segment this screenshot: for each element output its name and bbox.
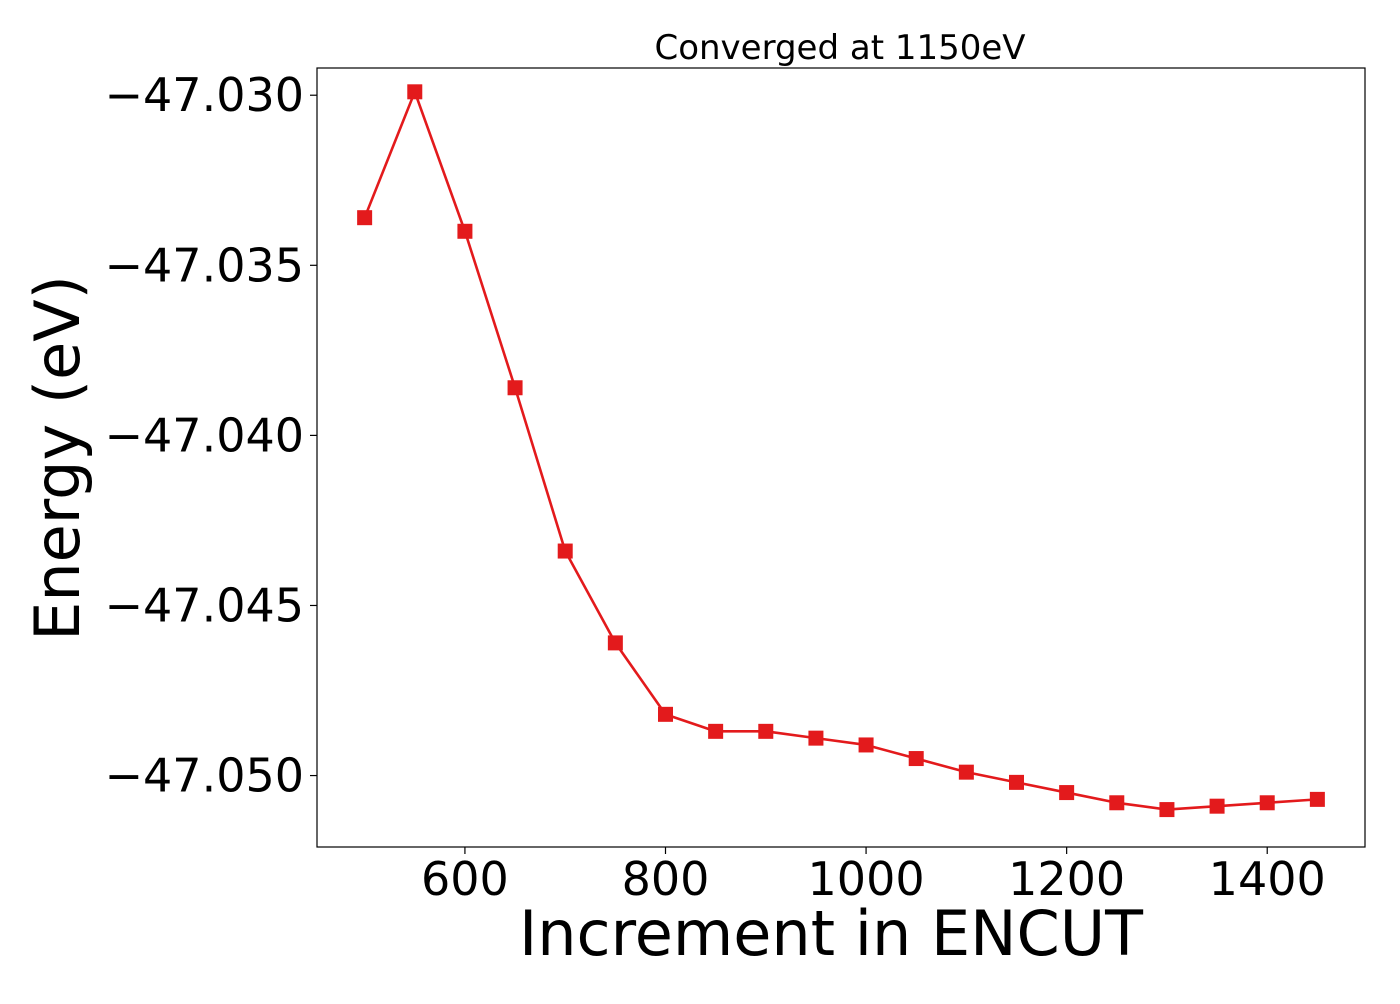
data-point-marker xyxy=(1309,791,1325,807)
data-point-marker xyxy=(958,764,974,780)
data-point-marker xyxy=(1159,802,1175,818)
data-point-marker xyxy=(808,730,824,746)
data-point-marker xyxy=(1109,795,1125,811)
data-point-marker xyxy=(357,210,373,226)
data-point-marker xyxy=(708,723,724,739)
data-point-marker xyxy=(858,737,874,753)
chart-title: Converged at 1150eV xyxy=(654,28,1025,68)
y-tick-label: −47.040 xyxy=(105,408,305,462)
data-point-marker xyxy=(1209,798,1225,814)
series-layer xyxy=(357,84,1325,818)
data-point-marker xyxy=(507,380,523,396)
data-point-marker xyxy=(1059,785,1075,801)
y-axis-ticks: −47.030 −47.035 −47.040 −47.045 −47.050 xyxy=(105,68,317,803)
y-axis-label: Energy (eV) xyxy=(21,275,94,641)
data-point-marker xyxy=(657,706,673,722)
x-tick-label: 600 xyxy=(421,852,509,906)
data-point-marker xyxy=(557,543,573,559)
y-tick-label: −47.050 xyxy=(105,749,305,803)
data-point-marker xyxy=(607,635,623,651)
data-point-marker xyxy=(758,723,774,739)
data-point-marker xyxy=(407,84,423,100)
x-axis-ticks: 600 800 1000 1200 1400 xyxy=(421,847,1326,906)
data-point-marker xyxy=(1009,774,1025,790)
y-tick-label: −47.035 xyxy=(105,238,305,292)
x-tick-label: 1200 xyxy=(1008,852,1125,906)
data-point-marker xyxy=(457,223,473,239)
x-tick-label: 1000 xyxy=(808,852,925,906)
series-line xyxy=(363,90,1318,811)
y-tick-label: −47.030 xyxy=(105,68,305,122)
x-tick-label: 1400 xyxy=(1209,852,1326,906)
x-axis-label: Increment in ENCUT xyxy=(519,897,1144,970)
plot-area-frame xyxy=(316,67,1366,848)
y-tick-label: −47.045 xyxy=(105,578,305,632)
data-point-marker xyxy=(1259,795,1275,811)
x-tick-label: 800 xyxy=(622,852,710,906)
data-point-marker xyxy=(908,751,924,767)
